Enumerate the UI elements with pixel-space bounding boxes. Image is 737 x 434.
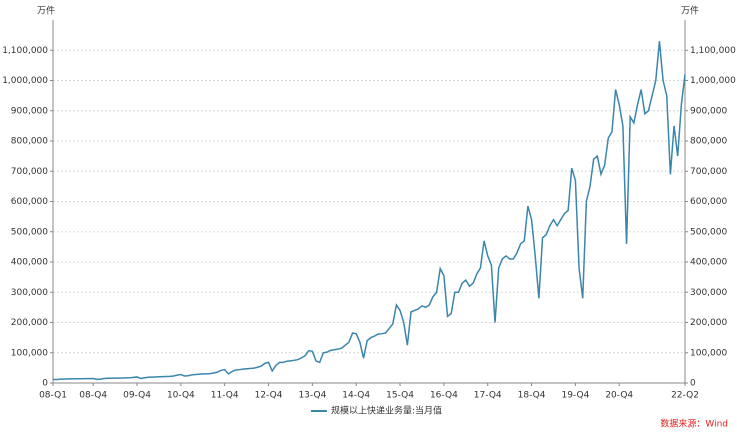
y-tick-label: 1,100,000 — [2, 46, 48, 56]
y-tick-label: 800,000 — [11, 137, 48, 147]
y-tick-label: 900,000 — [11, 106, 48, 116]
x-tick-label: 08-Q1 — [39, 391, 67, 401]
legend-label: 规模以上快递业务量:当月值 — [331, 405, 442, 417]
x-tick-label: 20-Q4 — [605, 391, 633, 401]
x-tick-label: 12-Q4 — [255, 391, 283, 401]
y2-tick-label: 400,000 — [690, 258, 727, 268]
x-tick-label: 15-Q4 — [386, 391, 414, 401]
x-tick-label: 08-Q4 — [79, 391, 107, 401]
data-line — [52, 41, 686, 381]
y2-tick-label: 500,000 — [690, 227, 727, 237]
x-tick-label: 14-Q4 — [342, 391, 370, 401]
y2-tick-label: 1,100,000 — [690, 46, 736, 56]
x-tick-label: 17-Q4 — [474, 391, 502, 401]
source: 数据来源：Wind — [660, 418, 728, 430]
x-tick-label: 10-Q4 — [167, 391, 195, 401]
y-tick-label: 100,000 — [11, 348, 48, 358]
y2-tick-label: 600,000 — [690, 197, 727, 207]
y-tick-label: 200,000 — [11, 318, 48, 328]
y2-tick-label: 100,000 — [690, 348, 727, 358]
y-unit: 万件 — [37, 5, 55, 17]
y-tick-label: 1,000,000 — [2, 76, 48, 86]
y2-unit: 万件 — [681, 5, 699, 17]
y-tick-label: 400,000 — [11, 258, 48, 268]
y2-tick-label: 300,000 — [690, 288, 727, 298]
y2-tick-label: 0 — [690, 379, 696, 389]
x-tick-label: 18-Q4 — [518, 391, 546, 401]
y2-tick-label: 1,000,000 — [690, 76, 736, 86]
y-tick-label: 500,000 — [11, 227, 48, 237]
y2-tick-label: 800,000 — [690, 137, 727, 147]
y2-tick-label: 200,000 — [690, 318, 727, 328]
y2-tick-label: 700,000 — [690, 167, 727, 177]
y-tick-label: 300,000 — [11, 288, 48, 298]
y2-tick-label: 900,000 — [690, 106, 727, 116]
x-tick-label: 19-Q4 — [561, 391, 589, 401]
y-tick-label: 700,000 — [11, 167, 48, 177]
y-tick-label: 600,000 — [11, 197, 48, 207]
x-tick-label: 13-Q4 — [298, 391, 326, 401]
x-tick-label: 16-Q4 — [430, 391, 458, 401]
y-tick-label: 0 — [42, 379, 48, 389]
x-tick-label: 09-Q4 — [123, 391, 151, 401]
x-tick-label: 22-Q2 — [671, 391, 699, 401]
x-tick-label: 11-Q4 — [211, 391, 239, 401]
